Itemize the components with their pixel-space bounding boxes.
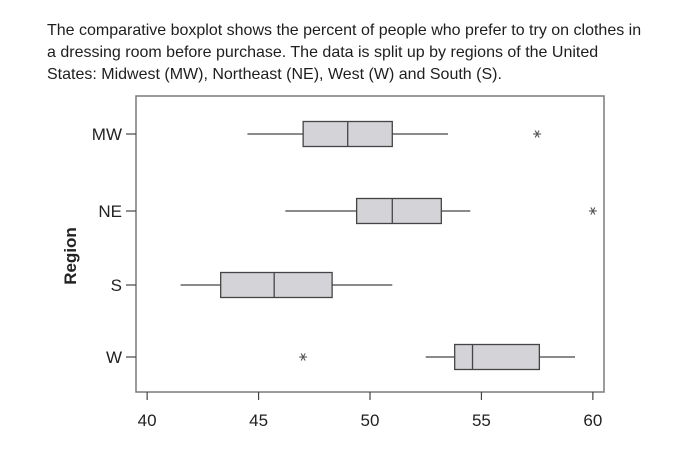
outlier-stroke	[534, 130, 540, 138]
y-tick-label: NE	[98, 202, 122, 221]
x-tick-label: 45	[249, 411, 268, 430]
outlier-marker	[588, 207, 597, 215]
outlier-marker	[299, 353, 308, 361]
x-tick-label: 50	[361, 411, 380, 430]
box-w	[454, 343, 541, 371]
question-line: States: Midwest (MW), Northeast (NE), We…	[47, 66, 502, 83]
x-tick-label: 55	[472, 411, 491, 430]
question-text: The comparative boxplot shows the percen…	[47, 20, 677, 86]
outlier-stroke	[590, 207, 596, 215]
chart-marks: 40 45 50 55 60 MW NE S W	[92, 120, 602, 430]
outlier-marker	[533, 130, 542, 138]
x-tick-label: 60	[583, 411, 602, 430]
outlier-stroke	[300, 353, 306, 361]
box-ne	[355, 197, 442, 225]
y-tick-label: S	[111, 276, 122, 295]
y-axis-title: Region	[61, 227, 80, 285]
question-line: a dressing room before purchase. The dat…	[47, 44, 599, 61]
y-tick-label: W	[106, 348, 122, 367]
box-s	[220, 271, 333, 299]
question-line: The comparative boxplot shows the percen…	[47, 22, 642, 39]
x-tick-label: 40	[138, 411, 157, 430]
y-tick-label: MW	[92, 125, 122, 144]
